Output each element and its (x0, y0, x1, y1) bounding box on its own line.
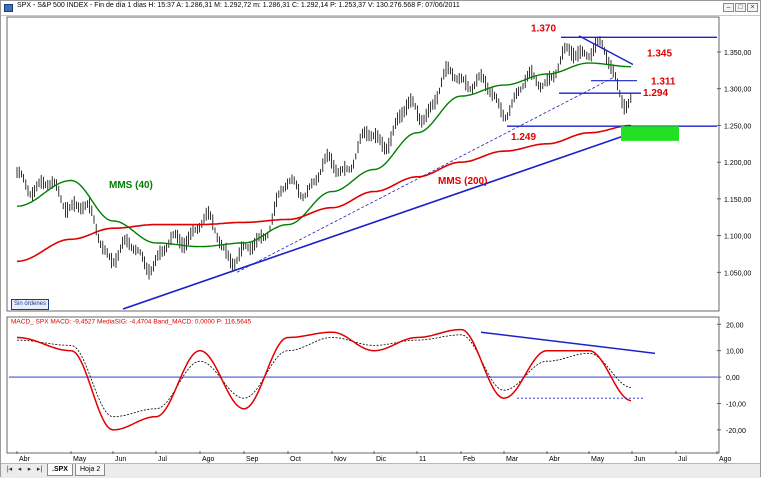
macd-panel (6, 316, 720, 454)
x-tick-label: Jul (678, 456, 687, 463)
macd-title: MACD_ SPX MACD: -9,4527 MediaSIG: -4,470… (11, 319, 252, 326)
price-panel (6, 16, 720, 312)
price-y-tick-label: 1.250,00 (724, 123, 751, 130)
macd-line (17, 328, 632, 431)
next-sheet-button[interactable]: ▸ (27, 466, 32, 473)
macd-y-tick-label: 20,00 (726, 322, 744, 329)
macd-y-tick-label: -10,00 (726, 401, 746, 408)
annotation-label: 1.249 (511, 132, 536, 143)
mms200-line (16, 124, 631, 263)
x-tick-label: May (73, 456, 87, 463)
price-y-tick-label: 1.350,00 (724, 50, 751, 57)
x-tick-label: Feb (463, 456, 475, 463)
x-tick-label: Oct (290, 456, 301, 463)
target-zone (621, 126, 679, 141)
x-tick-label: Sep (246, 456, 259, 463)
minimize-button[interactable]: – (723, 3, 734, 12)
price-y-tick-label: 1.150,00 (724, 197, 751, 204)
price-y-tick-label: 1.200,00 (724, 160, 751, 167)
macd-y-tick-label: 10,00 (726, 349, 744, 356)
annotation-label: 1.311 (651, 77, 676, 88)
x-tick-label: May (591, 456, 605, 463)
x-tick-label: Jul (158, 456, 167, 463)
x-tick-label: Jun (115, 456, 126, 463)
x-tick-label: 11 (419, 456, 426, 463)
annotation-label: MMS (200) (438, 176, 487, 187)
wedge-upper-line (578, 35, 634, 66)
tab-hoja-2[interactable]: Hoja 2 (75, 464, 106, 476)
macd-y-tick-label: 0,00 (726, 375, 740, 382)
title-bar[interactable]: SPX - S&P 500 INDEX - Fin de día 1 días … (1, 1, 760, 16)
maximize-button[interactable]: □ (735, 3, 746, 12)
window-title: SPX - S&P 500 INDEX - Fin de día 1 días … (17, 2, 460, 9)
x-tick-label: Ago (719, 456, 732, 463)
macd-signal-line (17, 334, 632, 418)
macd-y-tick-label: -20,00 (726, 428, 746, 435)
x-tick-label: Dic (376, 456, 387, 463)
sin-ordenes-badge[interactable]: Sin órdenes (11, 299, 50, 310)
close-button[interactable]: × (747, 3, 758, 12)
x-tick-label: Ago (202, 456, 215, 463)
tab-spx[interactable]: .SPX (47, 464, 73, 476)
uptrend-line (122, 132, 634, 310)
first-sheet-button[interactable]: |◂ (6, 466, 13, 473)
annotation-label: 1.345 (647, 49, 672, 60)
annotation-label: 1.294 (643, 88, 668, 99)
last-sheet-button[interactable]: ▸| (36, 466, 43, 473)
annotation-label: MMS (40) (109, 180, 153, 191)
price-y-tick-label: 1.100,00 (724, 234, 751, 241)
prev-sheet-button[interactable]: ◂ (17, 466, 22, 473)
x-tick-label: Nov (334, 456, 347, 463)
chart-app-icon (4, 4, 13, 12)
mms40-line (16, 62, 631, 248)
price-bars (16, 36, 632, 280)
x-tick-label: Abr (19, 456, 31, 463)
macd-divergence-line (480, 331, 656, 355)
sheet-tab-bar: |◂ ◂ ▸ ▸| .SPX Hoja 2 (1, 463, 760, 478)
price-y-tick-label: 1.300,00 (724, 87, 751, 94)
price-y-tick-label: 1.050,00 (724, 270, 751, 277)
x-tick-label: Mar (506, 456, 519, 463)
chart-area[interactable]: 1.350,00 1.300,00 1.250,00 1.200,00 1.150,00… (1, 15, 760, 468)
x-tick-label: Abr (549, 456, 561, 463)
annotation-label: 1.370 (531, 23, 556, 34)
x-tick-label: Jun (634, 456, 645, 463)
secondary-trend-line (236, 77, 614, 273)
